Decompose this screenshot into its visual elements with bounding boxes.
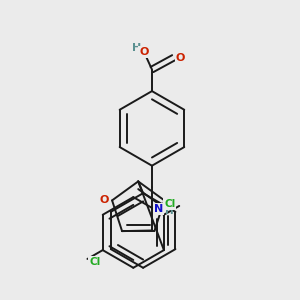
Text: H: H bbox=[132, 43, 141, 53]
Text: Cl: Cl bbox=[164, 199, 175, 209]
Text: N: N bbox=[154, 204, 163, 214]
Text: O: O bbox=[140, 47, 149, 57]
Text: Cl: Cl bbox=[89, 257, 100, 267]
Text: O: O bbox=[100, 195, 109, 206]
Text: O: O bbox=[176, 53, 185, 63]
Text: H: H bbox=[165, 206, 173, 216]
